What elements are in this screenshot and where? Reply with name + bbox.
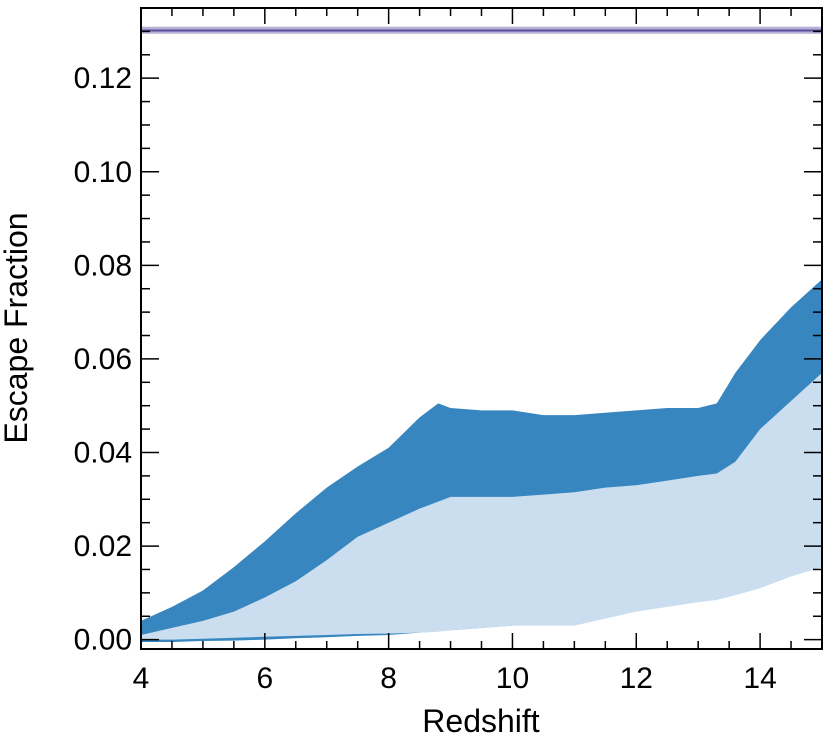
reference-layer bbox=[141, 26, 822, 34]
x-tick-label: 14 bbox=[743, 662, 776, 695]
x-tick-label: 8 bbox=[380, 662, 397, 695]
y-axis-title: Escape Fraction bbox=[0, 212, 34, 443]
ticks-layer bbox=[140, 8, 823, 649]
x-tick-label: 6 bbox=[256, 662, 273, 695]
x-tick-label: 12 bbox=[620, 662, 653, 695]
x-axis-title: Redshift bbox=[422, 703, 540, 739]
y-tick-label: 0.02 bbox=[74, 530, 132, 563]
plot-area bbox=[141, 26, 822, 642]
x-tick-label: 4 bbox=[133, 662, 150, 695]
y-tick-label: 0.06 bbox=[74, 343, 132, 376]
inner-band bbox=[141, 372, 822, 640]
y-tick-label: 0.04 bbox=[74, 436, 132, 469]
y-tick-label: 0.10 bbox=[74, 156, 132, 189]
bands-layer bbox=[141, 279, 822, 642]
x-tick-label: 10 bbox=[496, 662, 529, 695]
tick-labels: 4 6 8 10 12 14 0.00 0.02 0.04 0.06 0.08 0.10 0.12 bbox=[74, 62, 777, 695]
y-tick-label: 0.08 bbox=[74, 249, 132, 282]
y-tick-label: 0.12 bbox=[74, 62, 132, 95]
y-tick-label: 0.00 bbox=[74, 624, 132, 657]
